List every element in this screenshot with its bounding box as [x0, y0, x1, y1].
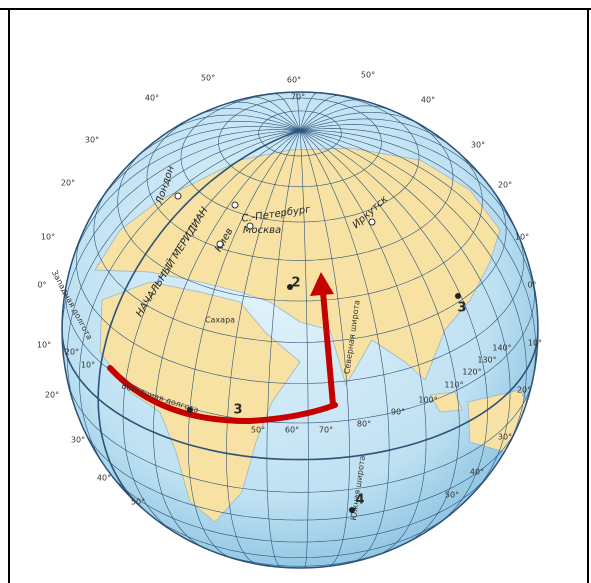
point-label: 3 — [233, 403, 242, 418]
degree-label: 20° — [65, 348, 79, 357]
meridian — [299, 130, 460, 544]
parallel — [218, 97, 382, 188]
meridian — [273, 93, 301, 131]
land-eurasia — [94, 147, 501, 387]
degree-label: 70° — [319, 426, 333, 435]
route-arc — [107, 365, 338, 425]
city-label: Москва — [243, 225, 281, 236]
globe-outline — [61, 91, 539, 569]
degree-label: 30° — [471, 141, 485, 150]
meridian — [295, 92, 301, 131]
meridian — [299, 118, 455, 150]
parallel — [111, 475, 489, 543]
parallel — [67, 382, 533, 493]
degree-label: 30° — [498, 433, 512, 442]
meridian — [299, 130, 527, 448]
degree-label: 120° — [462, 368, 481, 377]
degree-label: 10° — [81, 361, 95, 370]
point-marker — [187, 407, 193, 413]
meridian — [71, 129, 301, 265]
point-label: 2 — [291, 276, 300, 291]
degree-label: 140° — [492, 344, 511, 353]
city-marker — [231, 201, 239, 209]
degree-label: 40° — [97, 474, 111, 483]
degree-label: 50° — [445, 491, 459, 500]
meridian — [299, 130, 427, 556]
meridian — [299, 130, 309, 568]
region-label: Сахара — [205, 316, 235, 325]
parallel — [65, 281, 535, 424]
parallel — [62, 329, 538, 461]
degree-label: 20° — [61, 179, 75, 188]
degree-label: 60° — [285, 426, 299, 435]
degree-label: 0° — [527, 281, 536, 290]
degree-label: 130° — [477, 356, 496, 365]
meridian — [78, 130, 301, 467]
graticule — [62, 92, 538, 568]
degree-label: 0° — [37, 281, 46, 290]
city-marker — [246, 222, 254, 230]
degree-label: 20° — [517, 386, 531, 395]
degree-label: 10° — [515, 233, 529, 242]
point-label: 3 — [457, 301, 466, 316]
degree-label: 50° — [201, 74, 215, 83]
parallel — [148, 513, 452, 558]
degree-label: 40° — [145, 94, 159, 103]
meridian — [164, 114, 301, 135]
city-marker — [174, 192, 182, 200]
meridian — [96, 126, 301, 207]
degree-label: 80° — [357, 420, 371, 429]
degree-label: 10° — [528, 339, 542, 348]
meridian — [66, 130, 301, 411]
parallel — [93, 187, 507, 343]
land-africa — [99, 281, 301, 523]
point-marker — [287, 284, 293, 290]
meridian — [299, 105, 391, 131]
degree-label: 40° — [470, 468, 484, 477]
city-marker — [216, 240, 224, 248]
point-marker — [349, 507, 355, 513]
meridian — [97, 129, 301, 508]
meridian — [122, 130, 301, 532]
degree-label: 70° — [291, 93, 305, 102]
meridian — [62, 130, 301, 342]
degree-label: 20° — [498, 181, 512, 190]
arrow-head — [310, 272, 334, 296]
parallel — [76, 236, 524, 384]
degree-label: 50° — [131, 498, 145, 507]
parallel — [117, 148, 483, 302]
route-arrow — [320, 289, 336, 408]
city-marker — [368, 218, 376, 226]
point-label: 4 — [355, 493, 364, 508]
degree-label: 100° — [418, 396, 437, 405]
meridian — [299, 130, 350, 567]
land-islands — [429, 391, 463, 413]
degree-label: 30° — [71, 436, 85, 445]
parallel — [258, 110, 342, 157]
degree-label: 60° — [287, 76, 301, 85]
degree-label: 50° — [361, 71, 375, 80]
point-marker — [455, 293, 461, 299]
meridian — [300, 130, 538, 312]
degree-label: 30° — [85, 136, 99, 145]
meridian — [299, 112, 424, 131]
meridian — [299, 95, 342, 131]
degree-label: 110° — [444, 381, 463, 390]
degree-label: 50° — [251, 426, 265, 435]
meridian — [299, 130, 511, 493]
meridian — [129, 121, 301, 164]
degree-label: 10° — [41, 233, 55, 242]
meridian — [299, 92, 318, 131]
meridian — [250, 96, 301, 131]
meridian — [299, 130, 537, 390]
degree-label: 10° — [37, 341, 51, 350]
meridian — [266, 130, 301, 568]
parallel — [82, 427, 518, 521]
degree-label: 40° — [421, 96, 435, 105]
degree-label: 20° — [45, 391, 59, 400]
meridian — [188, 130, 301, 559]
degree-label: 90° — [391, 408, 405, 417]
